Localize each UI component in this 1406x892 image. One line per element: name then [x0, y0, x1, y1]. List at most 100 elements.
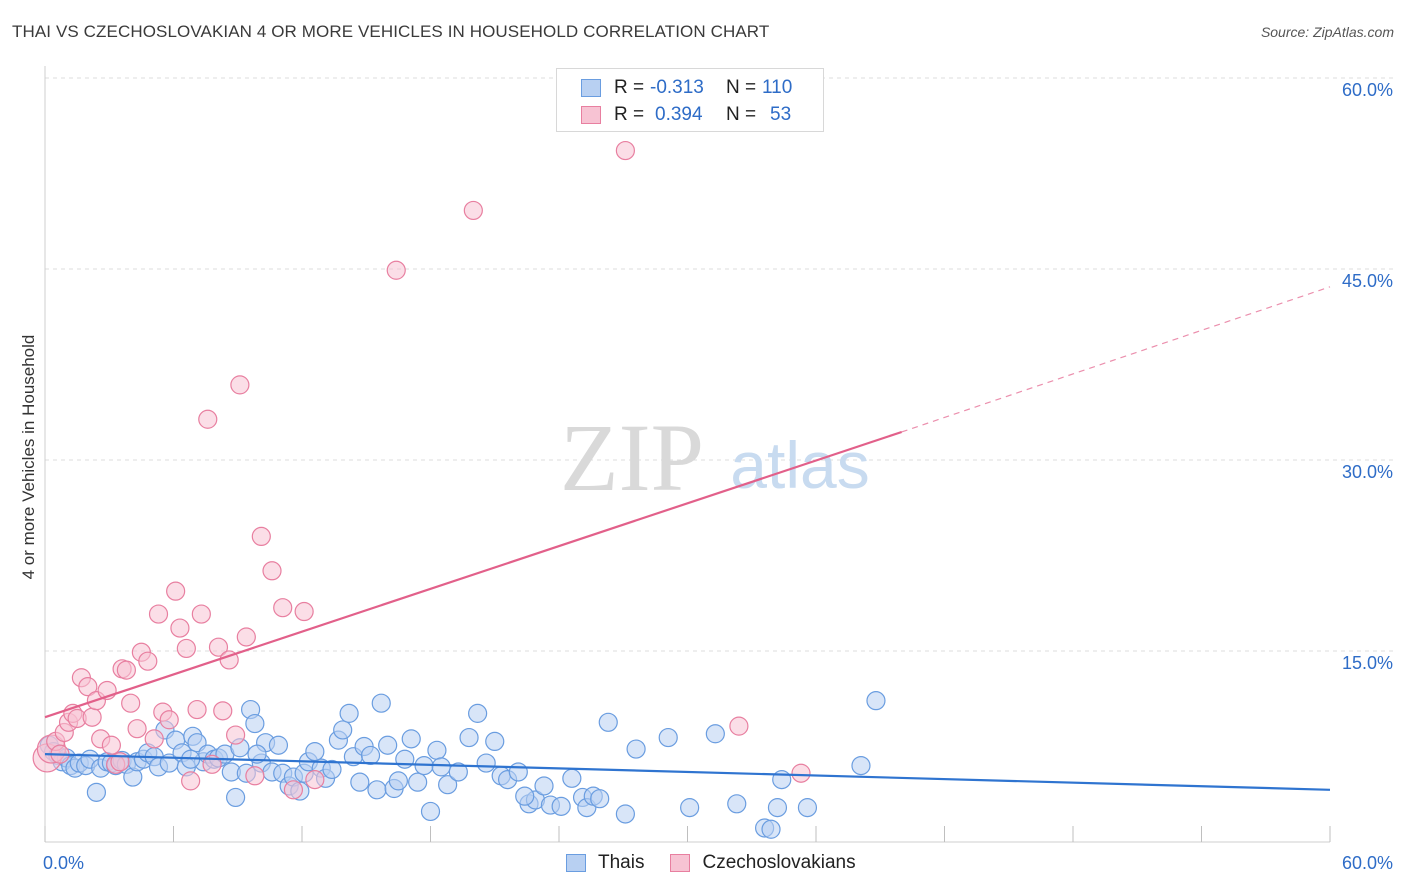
czechoslovakians-point — [294, 601, 314, 622]
tick-labels: 15.0% 30.0% 45.0% 60.0% 0.0% 60.0% — [43, 80, 1393, 873]
thais-point — [268, 735, 289, 755]
czechoslovakians-point — [187, 699, 207, 720]
czechoslovakians-point — [245, 766, 265, 786]
thais-point — [515, 786, 535, 806]
czechoslovakians-point — [121, 693, 141, 713]
legend-label-thais: Thais — [598, 852, 645, 873]
trend-lines — [44, 286, 1331, 791]
thais-point — [427, 740, 447, 760]
czechoslovakians-point — [283, 780, 304, 800]
source-credit: Source: ZipAtlas.com — [1260, 24, 1394, 40]
r-label: R = — [614, 104, 645, 125]
czechoslovakians-points — [32, 140, 811, 800]
watermark-zip: ZIP — [560, 404, 704, 511]
thais-point — [305, 741, 325, 762]
n-label: N = — [726, 77, 757, 98]
r-value: -0.313 — [650, 77, 704, 98]
czechoslovakians-point — [305, 770, 325, 790]
stats-legend: R = -0.313 N = 110 R = 0.394 N = 53 — [556, 68, 824, 132]
thais-legend-swatch — [566, 854, 586, 872]
thais-point — [680, 798, 700, 818]
thais-point — [615, 804, 635, 824]
thais-point — [420, 801, 441, 822]
thais-point — [378, 735, 398, 755]
thais-point — [367, 780, 387, 800]
czechoslovakians-point — [148, 604, 169, 624]
legend-row-czechoslovakians: R = 0.394 N = 53 — [581, 104, 791, 126]
thais-point — [226, 787, 246, 808]
thais-point — [485, 731, 505, 752]
thais-point — [388, 771, 408, 791]
czechoslovakians-point — [236, 627, 256, 647]
n-value: 53 — [770, 104, 792, 125]
thais-point — [245, 713, 265, 734]
thais-point — [333, 720, 353, 740]
czechoslovakians-point — [262, 561, 282, 581]
thais-point — [468, 703, 488, 723]
thais-point — [408, 772, 428, 792]
r-label: R = — [614, 77, 645, 98]
grid-lines — [45, 77, 1395, 652]
thais-point — [658, 727, 678, 748]
thais-point — [508, 762, 528, 782]
thais-point — [448, 762, 468, 782]
czechoslovakians-point — [208, 637, 229, 657]
czechoslovakians-point — [78, 677, 98, 697]
y-tick-label: 15.0% — [1342, 653, 1393, 673]
watermark: ZIP atlas — [560, 404, 870, 511]
czechoslovakians-point — [82, 707, 102, 727]
thais-point — [705, 724, 725, 744]
czechoslovakians-point — [176, 638, 196, 659]
czechoslovakians-point — [791, 763, 811, 783]
czechoslovakians-point — [463, 200, 483, 221]
n-label: N = — [726, 104, 757, 125]
y-axis-label: 4 or more Vehicles in Household — [19, 334, 38, 580]
x-tick-label: 60.0% — [1342, 853, 1393, 873]
thais-point — [797, 798, 818, 818]
czechoslovakians-point — [159, 710, 179, 730]
thais-point — [360, 745, 381, 766]
thais-point — [86, 782, 107, 802]
czechoslovakians-point — [729, 716, 749, 736]
thais-point — [401, 729, 421, 749]
thais-point — [322, 759, 342, 780]
y-tick-label: 45.0% — [1342, 271, 1393, 291]
czechoslovakians-legend-swatch — [670, 854, 691, 872]
czechoslovakians-point — [116, 660, 136, 680]
thais-point — [350, 772, 370, 792]
thais-point — [247, 744, 267, 764]
chart-title: THAI VS CZECHOSLOVAKIAN 4 OR MORE VEHICL… — [12, 22, 770, 41]
czechoslovakians-point — [386, 260, 406, 280]
thais-point — [371, 693, 391, 713]
czechoslovakians-point — [101, 735, 121, 755]
thais-point — [590, 789, 610, 809]
thais-trend-line — [44, 753, 1331, 791]
legend-label-czechoslovakians: Czechoslovakians — [702, 852, 856, 873]
czechoslovakians-point — [198, 409, 218, 429]
thais-point — [534, 776, 554, 796]
thais-point — [727, 794, 747, 814]
thais-point — [551, 796, 571, 816]
thais-point — [438, 775, 458, 795]
thais-point — [395, 749, 415, 769]
czechoslovakians-point — [127, 719, 147, 739]
thais-swatch — [581, 79, 601, 97]
czechoslovakians-point — [170, 618, 190, 638]
thais-point — [459, 727, 479, 748]
thais-point — [761, 819, 781, 839]
thais-point — [767, 798, 788, 818]
legend-item-thais: Thais — [566, 852, 644, 874]
czechoslovakians-point — [251, 526, 271, 547]
thais-point — [866, 691, 886, 711]
czechoslovakians-point — [273, 598, 293, 618]
series-legend: Thais Czechoslovakians — [566, 852, 882, 874]
thais-point — [598, 712, 618, 732]
czechoslovakians-point — [226, 725, 246, 745]
czechoslovakians-point — [138, 651, 158, 671]
thais-point — [626, 739, 646, 759]
legend-item-czechoslovakians: Czechoslovakians — [670, 852, 856, 874]
thais-point — [476, 753, 496, 773]
czechoslovakians-point — [213, 701, 233, 721]
thais-point — [431, 757, 451, 777]
